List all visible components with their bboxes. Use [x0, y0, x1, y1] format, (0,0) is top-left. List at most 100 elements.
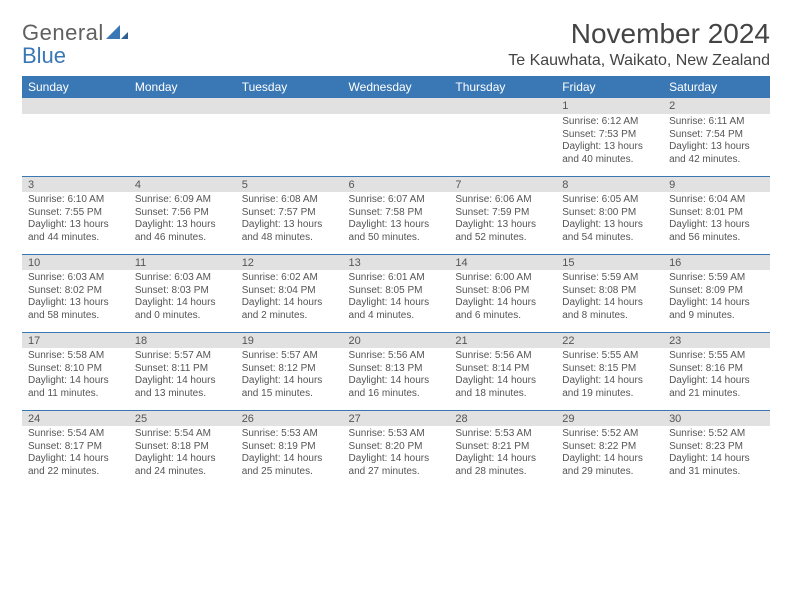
dow-header: Friday	[556, 76, 663, 98]
day-d1: Daylight: 13 hours	[562, 141, 657, 154]
day-detail-row: Sunrise: 5:54 AMSunset: 8:17 PMDaylight:…	[22, 426, 770, 488]
month-title: November 2024	[508, 18, 770, 50]
day-detail-cell	[129, 114, 236, 176]
calendar-table: SundayMondayTuesdayWednesdayThursdayFrid…	[22, 76, 770, 488]
title-block: November 2024 Te Kauwhata, Waikato, New …	[508, 18, 770, 70]
day-d2: and 31 minutes.	[669, 466, 764, 479]
day-sr: Sunrise: 5:56 AM	[349, 350, 444, 363]
day-ss: Sunset: 8:08 PM	[562, 285, 657, 298]
day-ss: Sunset: 8:12 PM	[242, 363, 337, 376]
day-ss: Sunset: 8:16 PM	[669, 363, 764, 376]
day-ss: Sunset: 8:02 PM	[28, 285, 123, 298]
day-number-cell: 1	[556, 98, 663, 114]
day-d1: Daylight: 14 hours	[562, 453, 657, 466]
day-number-cell: 26	[236, 410, 343, 426]
day-sr: Sunrise: 6:11 AM	[669, 116, 764, 129]
day-d2: and 8 minutes.	[562, 310, 657, 323]
day-d1: Daylight: 14 hours	[242, 375, 337, 388]
day-d1: Daylight: 14 hours	[349, 453, 444, 466]
brand-logo: General Blue	[22, 18, 128, 67]
day-detail-cell: Sunrise: 6:09 AMSunset: 7:56 PMDaylight:…	[129, 192, 236, 254]
day-d2: and 48 minutes.	[242, 232, 337, 245]
day-sr: Sunrise: 5:52 AM	[669, 428, 764, 441]
day-d1: Daylight: 14 hours	[135, 375, 230, 388]
day-d2: and 21 minutes.	[669, 388, 764, 401]
day-d2: and 50 minutes.	[349, 232, 444, 245]
day-d2: and 56 minutes.	[669, 232, 764, 245]
day-ss: Sunset: 7:57 PM	[242, 207, 337, 220]
day-detail-cell: Sunrise: 6:10 AMSunset: 7:55 PMDaylight:…	[22, 192, 129, 254]
day-ss: Sunset: 8:03 PM	[135, 285, 230, 298]
day-detail-cell: Sunrise: 5:52 AMSunset: 8:22 PMDaylight:…	[556, 426, 663, 488]
day-of-week-row: SundayMondayTuesdayWednesdayThursdayFrid…	[22, 76, 770, 98]
day-number-cell: 25	[129, 410, 236, 426]
day-number-cell: 3	[22, 176, 129, 192]
day-number-row: 17181920212223	[22, 332, 770, 348]
day-detail-cell: Sunrise: 5:54 AMSunset: 8:18 PMDaylight:…	[129, 426, 236, 488]
day-sr: Sunrise: 6:09 AM	[135, 194, 230, 207]
day-number-cell: 12	[236, 254, 343, 270]
day-sr: Sunrise: 6:12 AM	[562, 116, 657, 129]
day-detail-cell: Sunrise: 6:01 AMSunset: 8:05 PMDaylight:…	[343, 270, 450, 332]
day-d2: and 18 minutes.	[455, 388, 550, 401]
day-d1: Daylight: 14 hours	[242, 297, 337, 310]
day-sr: Sunrise: 5:55 AM	[562, 350, 657, 363]
header: General Blue November 2024 Te Kauwhata, …	[22, 18, 770, 70]
day-detail-cell: Sunrise: 6:11 AMSunset: 7:54 PMDaylight:…	[663, 114, 770, 176]
day-number-cell: 23	[663, 332, 770, 348]
day-d1: Daylight: 13 hours	[28, 297, 123, 310]
day-d2: and 25 minutes.	[242, 466, 337, 479]
day-detail-cell: Sunrise: 6:02 AMSunset: 8:04 PMDaylight:…	[236, 270, 343, 332]
day-sr: Sunrise: 5:53 AM	[349, 428, 444, 441]
day-detail-row: Sunrise: 6:10 AMSunset: 7:55 PMDaylight:…	[22, 192, 770, 254]
day-sr: Sunrise: 6:03 AM	[135, 272, 230, 285]
sail-icon	[106, 23, 128, 45]
day-detail-cell: Sunrise: 5:53 AMSunset: 8:19 PMDaylight:…	[236, 426, 343, 488]
day-sr: Sunrise: 5:53 AM	[242, 428, 337, 441]
day-d1: Daylight: 14 hours	[349, 297, 444, 310]
day-ss: Sunset: 8:20 PM	[349, 441, 444, 454]
day-ss: Sunset: 7:55 PM	[28, 207, 123, 220]
day-sr: Sunrise: 6:04 AM	[669, 194, 764, 207]
day-number-cell: 29	[556, 410, 663, 426]
day-number-cell: 28	[449, 410, 556, 426]
day-sr: Sunrise: 6:00 AM	[455, 272, 550, 285]
day-detail-cell: Sunrise: 6:03 AMSunset: 8:03 PMDaylight:…	[129, 270, 236, 332]
day-detail-cell: Sunrise: 5:56 AMSunset: 8:13 PMDaylight:…	[343, 348, 450, 410]
day-d1: Daylight: 14 hours	[349, 375, 444, 388]
day-detail-row: Sunrise: 6:03 AMSunset: 8:02 PMDaylight:…	[22, 270, 770, 332]
day-number-cell	[343, 98, 450, 114]
dow-header: Monday	[129, 76, 236, 98]
day-ss: Sunset: 8:06 PM	[455, 285, 550, 298]
day-ss: Sunset: 8:05 PM	[349, 285, 444, 298]
day-ss: Sunset: 8:00 PM	[562, 207, 657, 220]
day-d2: and 29 minutes.	[562, 466, 657, 479]
day-d2: and 46 minutes.	[135, 232, 230, 245]
day-number-cell: 11	[129, 254, 236, 270]
day-d2: and 15 minutes.	[242, 388, 337, 401]
day-detail-cell: Sunrise: 6:06 AMSunset: 7:59 PMDaylight:…	[449, 192, 556, 254]
day-number-cell: 7	[449, 176, 556, 192]
day-d2: and 0 minutes.	[135, 310, 230, 323]
day-number-cell: 17	[22, 332, 129, 348]
day-detail-cell: Sunrise: 5:56 AMSunset: 8:14 PMDaylight:…	[449, 348, 556, 410]
day-d2: and 19 minutes.	[562, 388, 657, 401]
day-number-cell: 20	[343, 332, 450, 348]
day-ss: Sunset: 8:09 PM	[669, 285, 764, 298]
day-number-cell: 13	[343, 254, 450, 270]
day-detail-cell	[22, 114, 129, 176]
day-d1: Daylight: 13 hours	[669, 219, 764, 232]
day-sr: Sunrise: 5:56 AM	[455, 350, 550, 363]
day-number-cell: 6	[343, 176, 450, 192]
day-d1: Daylight: 14 hours	[669, 375, 764, 388]
day-number-cell: 5	[236, 176, 343, 192]
day-sr: Sunrise: 6:02 AM	[242, 272, 337, 285]
day-sr: Sunrise: 5:54 AM	[28, 428, 123, 441]
day-ss: Sunset: 7:56 PM	[135, 207, 230, 220]
day-sr: Sunrise: 6:05 AM	[562, 194, 657, 207]
day-detail-cell: Sunrise: 6:08 AMSunset: 7:57 PMDaylight:…	[236, 192, 343, 254]
day-d2: and 6 minutes.	[455, 310, 550, 323]
day-d2: and 11 minutes.	[28, 388, 123, 401]
day-detail-cell: Sunrise: 5:54 AMSunset: 8:17 PMDaylight:…	[22, 426, 129, 488]
day-ss: Sunset: 8:22 PM	[562, 441, 657, 454]
